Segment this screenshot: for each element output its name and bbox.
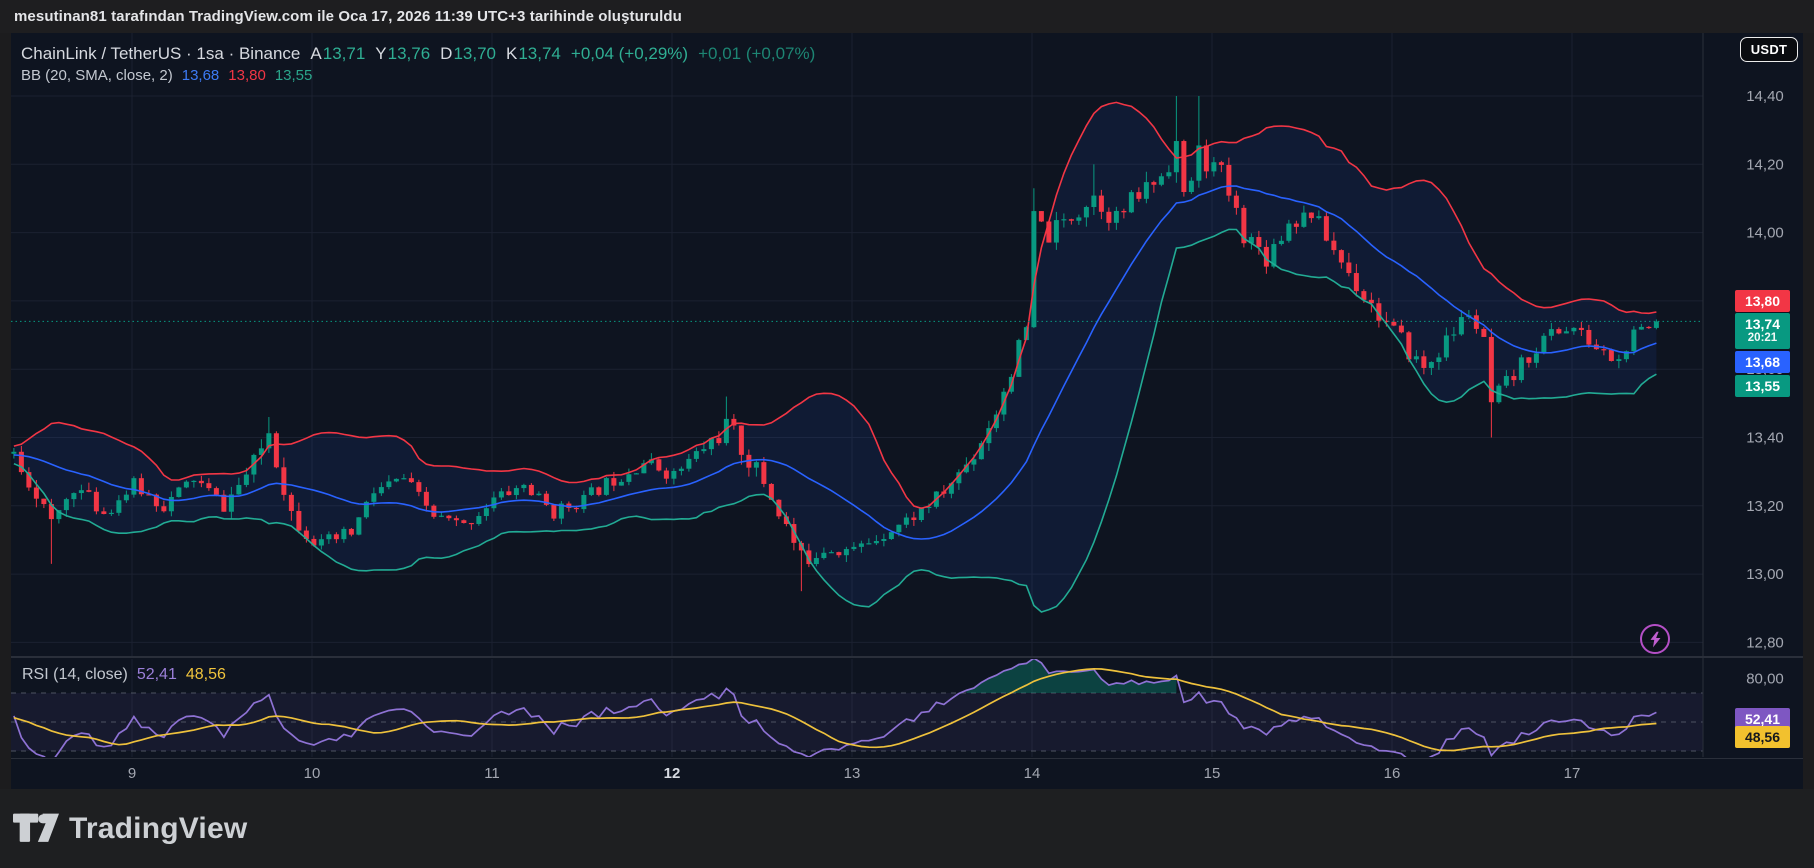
svg-text:16: 16: [1384, 765, 1401, 782]
bb-basis-line: [13, 185, 1657, 540]
svg-text:80,00: 80,00: [1746, 671, 1784, 688]
svg-text:13,20: 13,20: [1746, 498, 1784, 515]
footer-bar: TradingView: [0, 789, 1814, 868]
main-pane[interactable]: [11, 96, 1703, 613]
ohlc-close-value: 13,74: [518, 44, 561, 63]
svg-text:12,80: 12,80: [1746, 634, 1784, 651]
svg-text:13,40: 13,40: [1746, 430, 1784, 447]
tradingview-brand-text[interactable]: TradingView: [69, 811, 248, 845]
svg-text:14: 14: [1024, 765, 1041, 782]
attribution-text: mesutinan81 tarafından TradingView.com i…: [14, 8, 682, 25]
bb-basis-value: 13,68: [181, 67, 220, 84]
change-extended-value: +0,01 (+0,07%): [698, 44, 816, 63]
ohlc-high-value: 13,76: [387, 44, 431, 63]
ohlc-low-value: 13,70: [453, 44, 496, 63]
lightning-button[interactable]: [1640, 624, 1670, 654]
svg-text:15: 15: [1204, 765, 1221, 782]
rsi-ma-line: [13, 667, 1657, 752]
svg-text:10: 10: [304, 765, 321, 782]
price-axis[interactable]: 14,4014,2014,0013,8013,6013,4013,2013,00…: [1746, 88, 1784, 688]
attribution-bar: mesutinan81 tarafından TradingView.com i…: [0, 0, 1814, 33]
symbol-legend: ChainLink / TetherUS · 1sa · Binance A 13…: [21, 44, 815, 64]
rsi-ma-badge: 48,56: [1735, 726, 1790, 748]
bb-lower-badge: 13,55: [1735, 375, 1790, 397]
ohlc-high: Y 13,76: [375, 44, 431, 63]
svg-text:12: 12: [664, 765, 681, 782]
svg-text:13: 13: [844, 765, 861, 782]
symbol-title[interactable]: ChainLink / TetherUS · 1sa · Binance: [21, 44, 301, 63]
bb-lower-line: [13, 228, 1657, 613]
rsi-pane[interactable]: [11, 658, 1703, 762]
svg-text:14,40: 14,40: [1746, 88, 1784, 105]
bb-indicator-title[interactable]: BB (20, SMA, close, 2): [21, 67, 173, 84]
bar-countdown: 20:21: [1747, 332, 1778, 344]
svg-text:9: 9: [128, 765, 136, 782]
tradingview-logo-icon[interactable]: [13, 813, 59, 844]
chart-widget: 14,4014,2014,0013,8013,6013,4013,2013,00…: [11, 33, 1803, 789]
bb-indicator-legend: BB (20, SMA, close, 2) 13,68 13,80 13,55: [21, 67, 312, 84]
svg-text:13,00: 13,00: [1746, 566, 1784, 583]
rsi-value: 52,41: [136, 666, 177, 683]
rsi-ma-value: 48,56: [185, 666, 226, 683]
bb-upper-line: [13, 101, 1657, 510]
bb-lower-value: 13,55: [274, 67, 313, 84]
currency-toggle-button[interactable]: USDT: [1740, 37, 1798, 62]
rsi-value-badge: 52,41: [1735, 708, 1790, 730]
rsi-indicator-legend: RSI (14, close) 52,41 48,56: [22, 666, 226, 684]
candles: [11, 96, 1659, 592]
ohlc-open-value: 13,71: [322, 44, 366, 63]
svg-text:14,20: 14,20: [1746, 156, 1784, 173]
bb-upper-badge: 13,80: [1735, 290, 1790, 312]
svg-text:14,00: 14,00: [1746, 225, 1784, 242]
lightning-icon: [1650, 631, 1660, 647]
last-price-badge: 13,74 20:21: [1735, 313, 1790, 349]
rsi-line: [13, 659, 1657, 757]
chart-canvas[interactable]: 14,4014,2014,0013,8013,6013,4013,2013,00…: [11, 33, 1803, 789]
ohlc-low: D 13,70: [440, 44, 496, 63]
grid: [11, 33, 1703, 757]
svg-text:11: 11: [484, 765, 500, 782]
ohlc-close: K 13,74: [506, 44, 561, 63]
bb-upper-value: 13,80: [228, 67, 266, 84]
bb-basis-badge: 13,68: [1735, 351, 1790, 373]
svg-text:17: 17: [1564, 765, 1581, 782]
ohlc-open: A 13,71: [310, 44, 366, 63]
rsi-indicator-title[interactable]: RSI (14, close): [22, 666, 128, 683]
change-value: +0,04 (+0,29%): [570, 44, 689, 63]
time-axis[interactable]: 9 10 11 12 13 14 15 16 17: [128, 765, 1581, 782]
